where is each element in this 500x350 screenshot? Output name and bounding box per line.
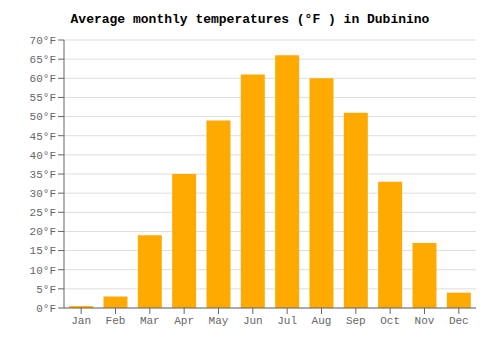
svg-text:10°F: 10°F: [30, 265, 56, 277]
svg-text:35°F: 35°F: [30, 169, 56, 181]
svg-text:Feb: Feb: [106, 315, 126, 327]
svg-text:Jan: Jan: [71, 315, 91, 327]
svg-text:Sep: Sep: [346, 315, 366, 327]
svg-text:65°F: 65°F: [30, 54, 56, 66]
svg-text:30°F: 30°F: [30, 188, 56, 200]
svg-text:5°F: 5°F: [36, 284, 56, 296]
svg-text:May: May: [209, 315, 229, 327]
svg-text:25°F: 25°F: [30, 207, 56, 219]
svg-text:40°F: 40°F: [30, 150, 56, 162]
svg-text:60°F: 60°F: [30, 73, 56, 85]
svg-text:45°F: 45°F: [30, 131, 56, 143]
svg-text:Jul: Jul: [277, 315, 297, 327]
svg-text:70°F: 70°F: [30, 35, 56, 47]
svg-text:50°F: 50°F: [30, 111, 56, 123]
svg-text:55°F: 55°F: [30, 92, 56, 104]
svg-text:Nov: Nov: [415, 315, 435, 327]
svg-text:Dec: Dec: [449, 315, 469, 327]
svg-text:Apr: Apr: [174, 315, 194, 327]
svg-text:15°F: 15°F: [30, 245, 56, 257]
svg-text:Oct: Oct: [380, 315, 400, 327]
svg-text:Mar: Mar: [140, 315, 160, 327]
svg-text:20°F: 20°F: [30, 226, 56, 238]
svg-text:0°F: 0°F: [36, 303, 56, 315]
html-text:Average monthly temperatures (: Average monthly temperatures (°F ) in Du…: [70, 12, 430, 27]
svg-text:Aug: Aug: [312, 315, 332, 327]
svg-text:Jun: Jun: [243, 315, 263, 327]
